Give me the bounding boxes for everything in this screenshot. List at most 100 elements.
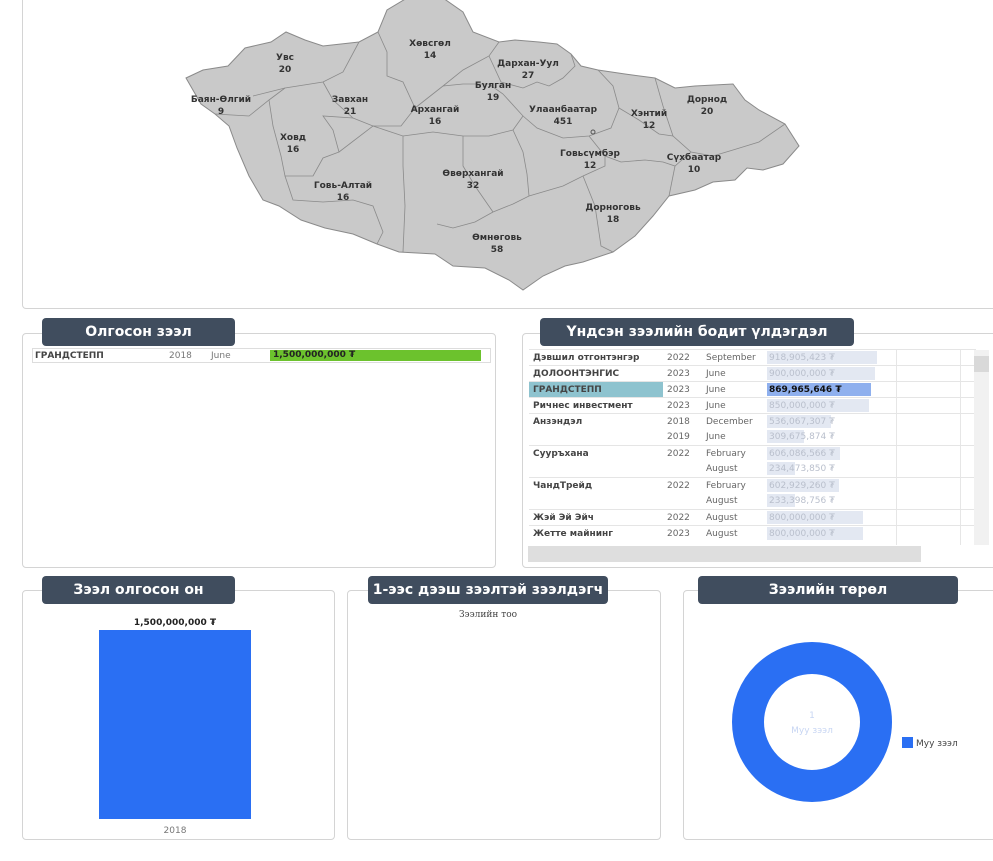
balance-year: 2022 <box>667 353 690 363</box>
loan-year-chart[interactable]: 1,500,000,000 ₮ 2018 <box>23 591 336 841</box>
border-dornogovi-sukh <box>668 165 676 197</box>
balance-bar <box>767 494 795 507</box>
border-bulgan-ub <box>488 53 576 89</box>
province-name: Завхан <box>332 95 368 105</box>
balance-row[interactable]: August 234,473,850 ₮ <box>529 461 976 477</box>
province-loan-count: 16 <box>429 117 442 127</box>
balance-month: August <box>706 529 738 539</box>
border-khovd-govialtai <box>268 99 354 177</box>
balance-month: December <box>706 417 753 427</box>
province-loan-count: 18 <box>607 215 620 225</box>
province-name: Увс <box>276 53 294 63</box>
province-name: Баян-Өлгий <box>191 95 251 105</box>
borrower-name: ГРАНДСТЕПП <box>533 385 602 395</box>
loan-type-donut[interactable]: 1 Муу зээл Муу зээл <box>684 591 993 839</box>
province-loan-count: 21 <box>344 107 357 117</box>
balance-bar <box>767 527 863 540</box>
loan-amount-bar <box>270 350 481 361</box>
province-name: Говь-Алтай <box>314 181 372 191</box>
border-uvur-umnu <box>436 156 606 229</box>
balance-amount: 602,929,260 ₮ <box>769 481 835 491</box>
balance-row[interactable]: Жэй Эй Эйч 2022 August 800,000,000 ₮ <box>529 509 976 526</box>
balance-year: 2023 <box>667 401 690 411</box>
loan-year: 2018 <box>169 351 192 361</box>
border-khuvsgul-bulgan <box>414 41 500 109</box>
balance-row[interactable]: Дэвшил отгонтэнгэр 2022 September 918,905,4… <box>529 349 976 366</box>
province-name: Ховд <box>280 133 306 143</box>
balance-bar <box>767 383 871 396</box>
borrower-name: ЧандТрейд <box>533 481 593 491</box>
vertical-scrollbar-thumb[interactable] <box>974 356 989 372</box>
balance-row[interactable]: Анзэндэл 2018 December 536,067,307 ₮ <box>529 413 976 430</box>
balance-year: 2022 <box>667 481 690 491</box>
balance-row[interactable]: ЧандТрейд 2022 February 602,929,260 ₮ <box>529 477 976 494</box>
balance-bar <box>767 351 877 364</box>
balance-month: June <box>706 432 726 442</box>
ub-marker <box>590 129 596 135</box>
loan-year-title: Зээл олгосон он <box>42 576 235 604</box>
grid-line <box>896 349 897 545</box>
borrower-name: Жэй Эй Эйч <box>533 513 594 523</box>
balance-row[interactable]: Жетте майнинг 2023 August 800,000,000 ₮ <box>529 525 976 542</box>
province-name: Сүхбаатар <box>667 152 722 163</box>
loan-amount: 1,500,000,000 ₮ <box>273 350 356 360</box>
balance-bar <box>767 430 804 443</box>
province-name: Дархан-Уул <box>497 59 559 69</box>
province-loan-count: 12 <box>584 161 597 171</box>
balance-row[interactable]: ГРАНДСТЕПП 2023 June 869,965,646 ₮ <box>529 381 976 398</box>
balance-bar <box>767 511 863 524</box>
donut-center-label: Муу зээл <box>791 726 833 736</box>
map-outline <box>185 0 800 291</box>
borrower-name: Жетте майнинг <box>533 529 613 539</box>
issued-loan-panel: ГРАНДСТЕПП 2018 June 1,500,000,000 ₮ <box>22 333 496 568</box>
balance-month: June <box>706 401 726 411</box>
balance-row[interactable]: ДОЛООНТЭНГИС 2023 June 900,000,000 ₮ <box>529 365 976 382</box>
province-name: Өмнөговь <box>472 233 522 243</box>
balance-row[interactable]: Ричнес инвестмент 2023 June 850,000,000 ₮ <box>529 397 976 414</box>
border-khentii-dornod <box>654 77 786 157</box>
province-loan-count: 10 <box>688 165 701 175</box>
border-govialtai-uvurkhangai <box>338 125 406 253</box>
horizontal-scrollbar[interactable] <box>528 546 921 562</box>
border-ub-khentii <box>522 69 620 139</box>
province-loan-count: 20 <box>279 65 292 75</box>
loan-balance-panel: Дэвшил отгонтэнгэр 2022 September 918,905,4… <box>522 333 993 568</box>
balance-row[interactable]: August 233,398,756 ₮ <box>529 493 976 509</box>
loan-type-panel: 1 Муу зээл Муу зээл <box>683 590 993 840</box>
balance-month: February <box>706 449 746 459</box>
province-loan-count: 12 <box>643 121 656 131</box>
balance-year: 2022 <box>667 449 690 459</box>
balance-amount: 850,000,000 ₮ <box>769 401 835 411</box>
map-labels: Увс 20 Хөвсгөл 14 Дархан-Уул 27 Булган 19 Баян-Ө… <box>191 39 727 255</box>
multi-loan-borrower-panel: Зээлийн тоо <box>347 590 661 840</box>
border-khentii-sukhbaatar <box>618 107 674 137</box>
balance-row[interactable]: Сууръхана 2022 February 606,086,566 ₮ <box>529 445 976 462</box>
balance-year: 2019 <box>667 432 690 442</box>
province-loan-count: 14 <box>424 51 437 61</box>
province-name: Өвөрхангай <box>442 169 503 179</box>
balance-amount: 233,398,756 ₮ <box>769 496 835 506</box>
bar-2018[interactable] <box>99 630 251 819</box>
donut-slice-bad-loan[interactable] <box>732 642 892 802</box>
borrower-name: ДОЛООНТЭНГИС <box>533 369 620 379</box>
balance-row[interactable]: 2019 June 309,675,874 ₮ <box>529 429 976 445</box>
vertical-scrollbar[interactable] <box>974 350 989 545</box>
balance-year: 2022 <box>667 513 690 523</box>
province-loan-count: 32 <box>467 181 480 191</box>
province-loan-count: 9 <box>218 107 224 117</box>
balance-month: June <box>706 385 726 395</box>
balance-month: September <box>706 353 756 363</box>
balance-year: 2018 <box>667 417 690 427</box>
balance-bar <box>767 415 831 428</box>
issued-loan-table[interactable]: ГРАНДСТЕПП 2018 June 1,500,000,000 ₮ <box>32 348 491 363</box>
province-name: Дорнод <box>687 95 727 105</box>
loan-balance-title: Үндсэн зээлийн бодит үлдэгдэл <box>540 318 854 346</box>
province-loan-count: 19 <box>487 93 500 103</box>
multi-loan-borrower-title: 1-ээс дээш зээлтэй зээлдэгч <box>368 576 608 604</box>
balance-amount: 918,905,423 ₮ <box>769 353 835 363</box>
mongolia-map[interactable]: Увс 20 Хөвсгөл 14 Дархан-Уул 27 Булган 19 Баян-Ө… <box>23 0 993 309</box>
province-name: Хөвсгөл <box>409 39 451 49</box>
balance-month: February <box>706 481 746 491</box>
border-uvur-ub <box>512 129 530 197</box>
balance-month: August <box>706 464 738 474</box>
